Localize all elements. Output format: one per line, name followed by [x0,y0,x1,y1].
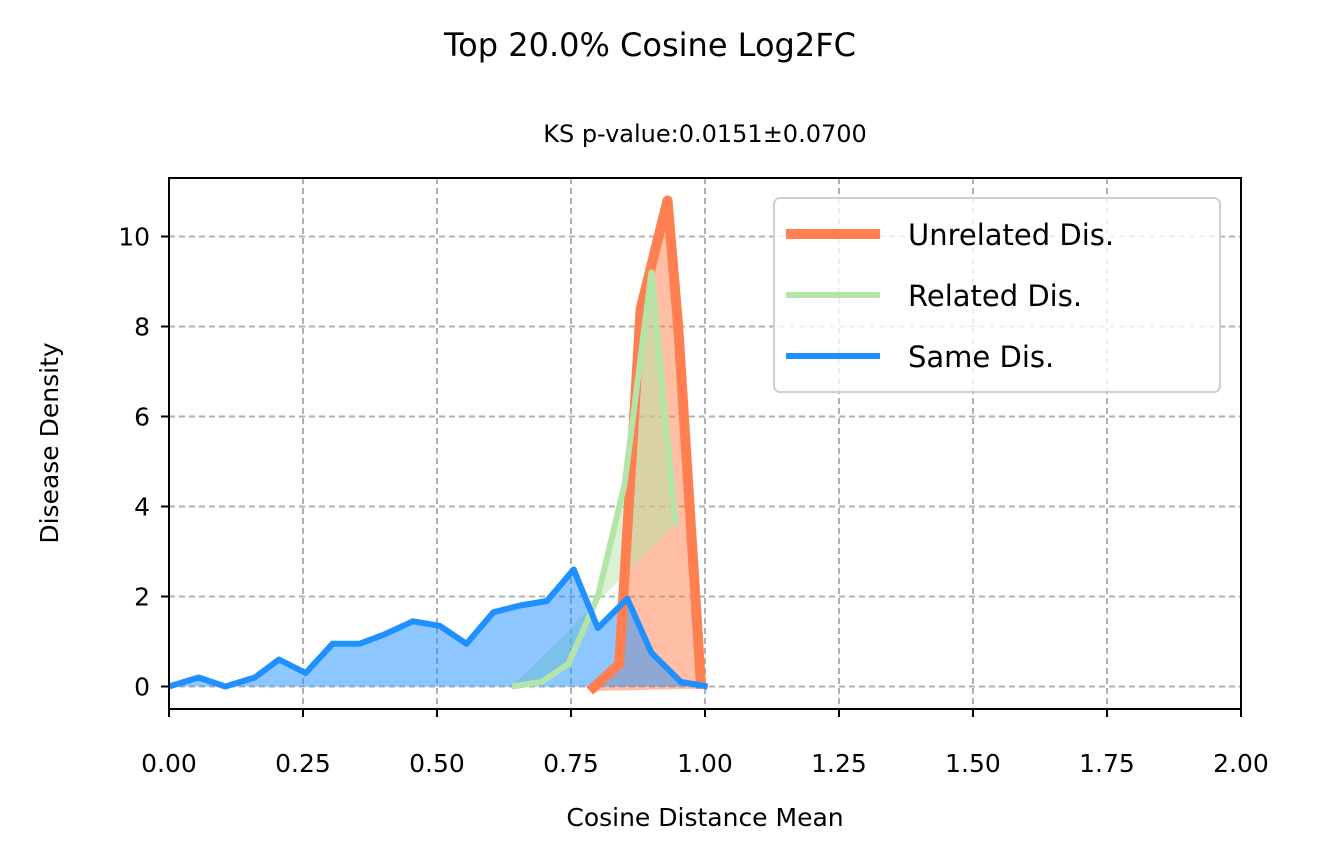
y-tick-label: 10 [118,223,150,252]
y-tick-label: 0 [134,673,150,702]
chart-title: Top 20.0% Cosine Log2FC [444,26,856,64]
x-tick-label: 0.75 [543,749,599,778]
x-tick-label: 2.00 [1213,749,1269,778]
legend: Unrelated Dis. Related Dis. Same Dis. [773,197,1221,393]
x-tick-label: 1.50 [945,749,1001,778]
legend-box [773,197,1221,393]
chart-subtitle: KS p-value:0.0151±0.0700 [543,120,867,148]
related-dis-area [512,272,676,687]
same-dis-line [169,566,709,690]
related-dis-line [511,269,679,690]
y-tick-label: 8 [134,313,150,342]
unrelated-dis-line [586,195,707,695]
x-tick-label: 0.50 [409,749,465,778]
line-layer [169,195,709,695]
legend-label: Unrelated Dis. [908,218,1114,252]
grid-layer [168,178,1242,709]
y-tick-label: 4 [134,493,150,522]
x-tick-label: 1.75 [1079,749,1135,778]
x-tick-label: 1.00 [677,749,733,778]
x-tick-label: 0.25 [275,749,331,778]
x-axis-label: Cosine Distance Mean [566,803,843,832]
y-tick-label: 2 [134,583,150,612]
tick-layer: 0.00 0.25 0.50 0.75 1.00 1.25 1.50 1.75 2.00 0 2 4 6… [118,223,1269,779]
y-tick-label: 6 [134,403,150,432]
x-tick-label: 0.00 [141,749,197,778]
legend-label: Same Dis. [908,340,1054,374]
y-axis-label: Disease Density [35,342,64,544]
legend-label: Related Dis. [908,279,1082,313]
x-tick-label: 1.25 [811,749,867,778]
